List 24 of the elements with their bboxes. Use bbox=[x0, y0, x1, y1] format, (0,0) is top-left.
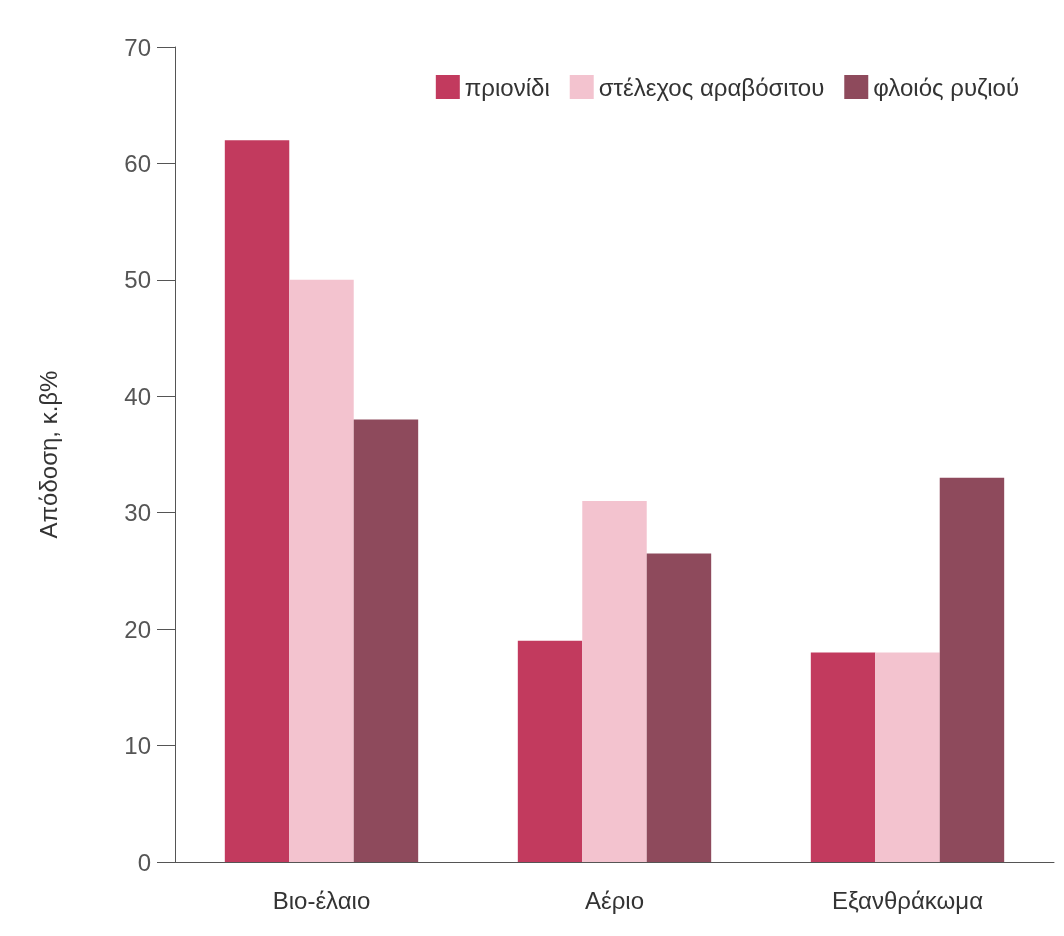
y-tick-label: 70 bbox=[124, 33, 151, 61]
legend-label: στέλεχος αραβόσιτου bbox=[598, 73, 825, 101]
bar bbox=[224, 140, 290, 862]
bar bbox=[353, 419, 419, 862]
y-tick-label: 20 bbox=[124, 615, 151, 643]
bar bbox=[810, 652, 876, 862]
bar bbox=[875, 652, 940, 862]
x-tick-label: Εξανθράκωμα bbox=[831, 886, 984, 914]
legend-label: φλοιός ρυζιού bbox=[873, 73, 1019, 101]
y-tick-label: 40 bbox=[124, 382, 151, 410]
y-tick-label: 50 bbox=[124, 266, 151, 294]
y-tick-label: 60 bbox=[124, 149, 151, 177]
legend-label: πριονίδι bbox=[464, 73, 550, 101]
y-tick-label: 0 bbox=[137, 848, 151, 876]
bar bbox=[289, 279, 354, 862]
x-tick-label: Βιο-έλαιο bbox=[272, 886, 371, 914]
bar bbox=[582, 501, 647, 862]
y-axis-title: Απόδοση, κ.β% bbox=[34, 370, 62, 539]
x-tick-label: Αέριο bbox=[584, 886, 645, 914]
bar bbox=[517, 640, 583, 862]
bar bbox=[939, 477, 1005, 862]
bar bbox=[646, 553, 712, 862]
y-tick-label: 10 bbox=[124, 732, 151, 760]
y-tick-label: 30 bbox=[124, 499, 151, 527]
